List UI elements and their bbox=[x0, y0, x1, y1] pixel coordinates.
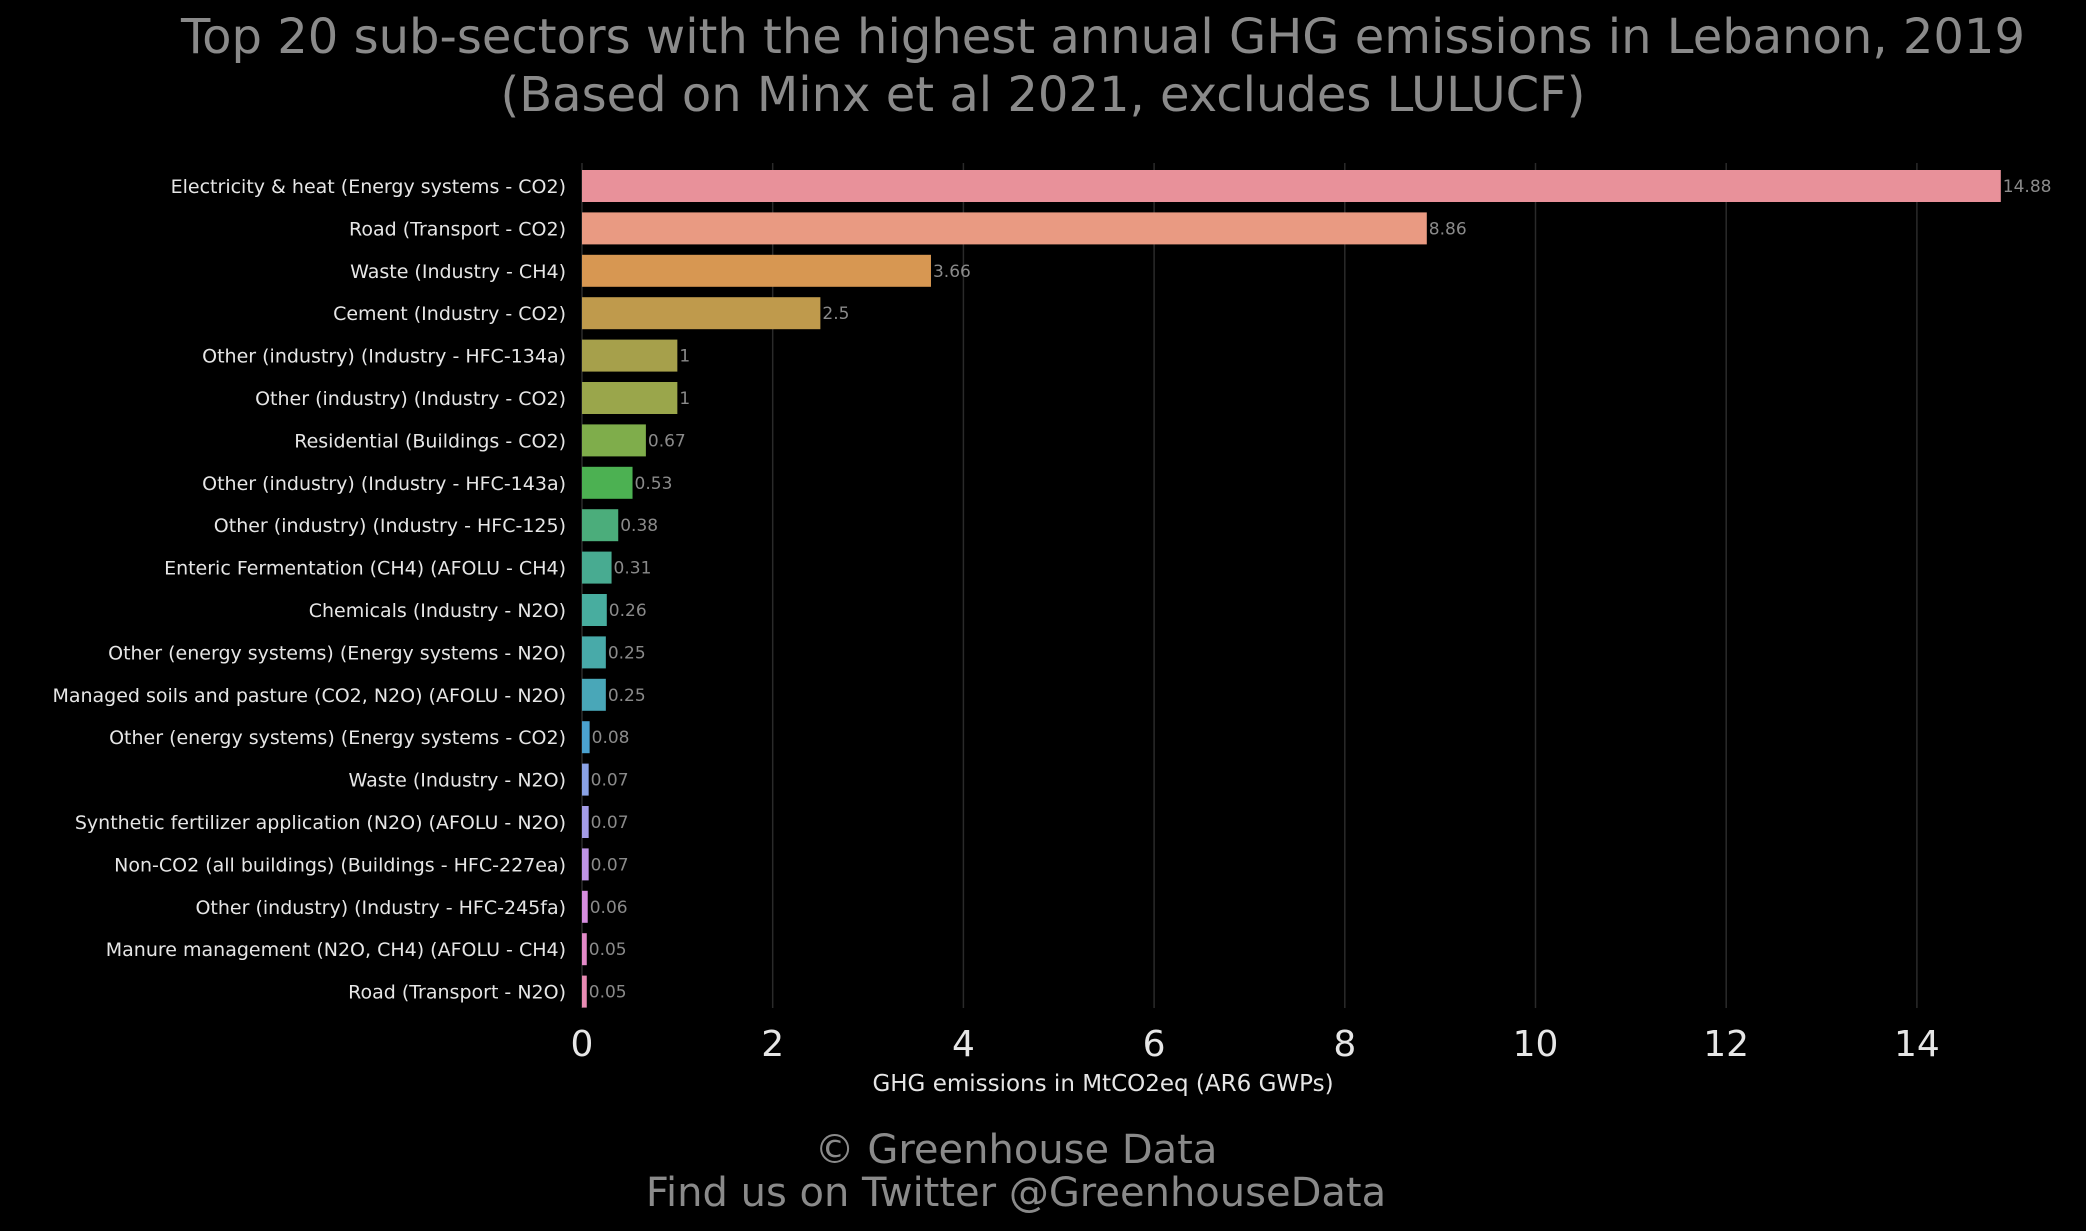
value-label: 0.31 bbox=[614, 559, 652, 579]
bar bbox=[582, 424, 646, 457]
category-label: Electricity & heat (Energy systems - CO2… bbox=[171, 176, 566, 198]
x-tick-label: 10 bbox=[1513, 1024, 1559, 1065]
value-label: 0.08 bbox=[592, 728, 630, 748]
value-label: 14.88 bbox=[2003, 177, 2052, 197]
credit-twitter: Find us on Twitter @GreenhouseData bbox=[645, 1170, 1387, 1216]
bar bbox=[582, 848, 589, 881]
bar bbox=[582, 890, 588, 923]
value-label: 2.5 bbox=[822, 304, 849, 324]
category-label: Residential (Buildings - CO2) bbox=[294, 430, 566, 452]
value-label: 8.86 bbox=[1429, 219, 1467, 239]
category-label: Other (industry) (Industry - HFC-134a) bbox=[202, 346, 566, 368]
value-label: 0.67 bbox=[648, 431, 686, 451]
bar bbox=[582, 806, 589, 838]
x-tick-label: 12 bbox=[1703, 1024, 1749, 1065]
bars bbox=[582, 170, 2001, 1008]
grid-lines bbox=[581, 163, 1918, 1008]
category-label: Non-CO2 (all buildings) (Buildings - HFC… bbox=[114, 854, 566, 876]
bar bbox=[582, 509, 619, 542]
category-label: Synthetic fertilizer application (N2O) (… bbox=[75, 812, 566, 834]
category-label: Chemicals (Industry - N2O) bbox=[309, 600, 566, 622]
value-label: 0.25 bbox=[608, 643, 646, 663]
x-tick-label: 14 bbox=[1894, 1024, 1940, 1065]
category-label: Other (industry) (Industry - HFC-143a) bbox=[202, 473, 566, 495]
value-label: 0.38 bbox=[620, 516, 658, 536]
value-label: 0.26 bbox=[609, 601, 647, 621]
x-tick-label: 8 bbox=[1333, 1024, 1356, 1065]
value-label: 0.07 bbox=[591, 855, 629, 875]
bar bbox=[582, 636, 606, 669]
bar bbox=[582, 975, 587, 1008]
value-label: 0.07 bbox=[591, 813, 629, 833]
bar bbox=[582, 466, 633, 499]
category-label: Other (industry) (Industry - HFC-245fa) bbox=[195, 897, 566, 919]
bar bbox=[582, 551, 612, 584]
category-label: Enteric Fermentation (CH4) (AFOLU - CH4) bbox=[164, 558, 566, 580]
x-axis-title: GHG emissions in MtCO2eq (AR6 GWPs) bbox=[872, 1071, 1333, 1097]
category-label: Other (energy systems) (Energy systems -… bbox=[109, 727, 566, 749]
category-label: Other (industry) (Industry - HFC-125) bbox=[214, 515, 566, 537]
bar bbox=[582, 382, 678, 414]
chart-title: Top 20 sub-sectors with the highest annu… bbox=[181, 9, 2025, 65]
category-label: Road (Transport - N2O) bbox=[348, 982, 566, 1004]
category-label: Managed soils and pasture (CO2, N2O) (AF… bbox=[52, 685, 566, 707]
category-labels: Electricity & heat (Energy systems - CO2… bbox=[52, 176, 566, 1004]
x-tick-label: 6 bbox=[1143, 1024, 1166, 1065]
bar bbox=[582, 297, 821, 330]
value-label: 0.07 bbox=[591, 771, 629, 791]
category-label: Manure management (N2O, CH4) (AFOLU - CH… bbox=[106, 939, 566, 961]
category-label: Waste (Industry - N2O) bbox=[349, 770, 566, 792]
category-label: Other (industry) (Industry - CO2) bbox=[255, 388, 566, 410]
bar bbox=[582, 212, 1427, 245]
bar bbox=[582, 339, 678, 372]
value-label: 1 bbox=[679, 389, 690, 409]
category-label: Cement (Industry - CO2) bbox=[333, 303, 566, 325]
category-label: Waste (Industry - CH4) bbox=[350, 261, 566, 283]
value-label: 3.66 bbox=[933, 262, 971, 282]
value-label: 0.05 bbox=[589, 940, 627, 960]
bar bbox=[582, 763, 589, 796]
value-label: 0.25 bbox=[608, 686, 646, 706]
category-label: Other (energy systems) (Energy systems -… bbox=[108, 642, 566, 664]
bar bbox=[582, 254, 931, 287]
bar bbox=[582, 678, 606, 711]
value-labels: 14.88 8.86 3.66 2.5 1 1 0.67 0.53 0.38 0.31 0.26 0.… bbox=[589, 177, 2052, 1003]
value-label: 1 bbox=[679, 347, 690, 367]
bar bbox=[582, 170, 2001, 202]
value-label: 0.06 bbox=[590, 898, 628, 918]
x-axis-ticks: 0 2 4 6 8 10 12 14 bbox=[571, 1024, 1940, 1065]
bar bbox=[582, 594, 607, 626]
chart-subtitle: (Based on Minx et al 2021, excludes LULU… bbox=[500, 67, 1586, 123]
value-label: 0.53 bbox=[635, 474, 673, 494]
bar bbox=[582, 933, 587, 966]
credit-copyright: © Greenhouse Data bbox=[814, 1127, 1218, 1173]
x-tick-label: 2 bbox=[761, 1024, 784, 1065]
category-label: Road (Transport - CO2) bbox=[349, 218, 566, 240]
value-label: 0.05 bbox=[589, 983, 627, 1003]
bar bbox=[582, 721, 590, 754]
x-tick-label: 0 bbox=[571, 1024, 594, 1065]
x-tick-label: 4 bbox=[952, 1024, 975, 1065]
